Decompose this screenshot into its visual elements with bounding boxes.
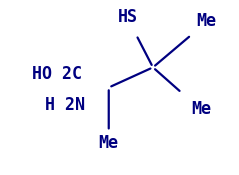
Text: HO 2C: HO 2C <box>32 65 82 83</box>
Text: HS: HS <box>118 9 138 26</box>
Text: Me: Me <box>99 135 119 152</box>
Text: Me: Me <box>196 12 216 30</box>
Text: Me: Me <box>191 100 211 117</box>
Text: H 2N: H 2N <box>44 96 85 114</box>
